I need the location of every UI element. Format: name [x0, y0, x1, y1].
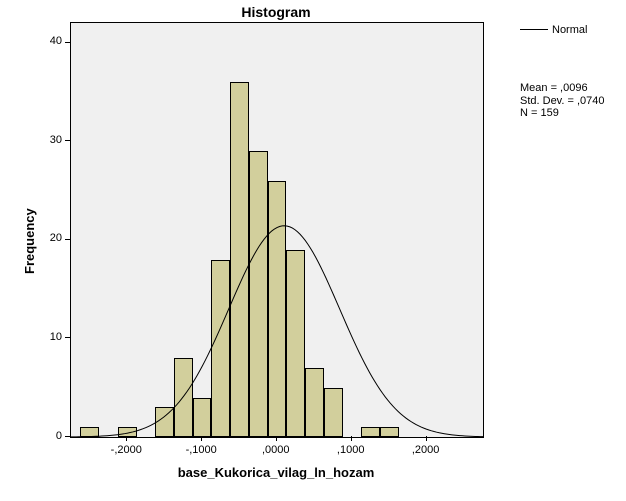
- histogram-bar: [211, 260, 230, 437]
- chart-title: Histogram: [70, 4, 482, 20]
- histogram-bar: [249, 151, 268, 437]
- x-tick: [276, 436, 277, 441]
- histogram-bar: [155, 407, 174, 437]
- x-tick: [126, 436, 127, 441]
- histogram-bar: [324, 388, 343, 437]
- y-tick-label: 30: [50, 134, 62, 146]
- y-tick-label: 40: [50, 35, 62, 47]
- histogram-bar: [118, 427, 137, 437]
- x-tick-label: -,2000: [111, 444, 142, 456]
- stats-box: Mean = ,0096Std. Dev. = ,0740N = 159: [520, 82, 605, 120]
- y-tick: [65, 337, 70, 338]
- legend-line-icon: [520, 29, 548, 30]
- y-tick-label: 0: [56, 430, 62, 442]
- histogram-bar: [230, 82, 249, 437]
- stats-line: Mean = ,0096: [520, 82, 605, 95]
- histogram-bar: [305, 368, 324, 437]
- y-axis-label: Frequency: [22, 208, 37, 274]
- y-tick: [65, 140, 70, 141]
- y-tick-label: 20: [50, 232, 62, 244]
- x-tick-label: ,2000: [412, 444, 440, 456]
- histogram-bar: [380, 427, 399, 437]
- stats-line: Std. Dev. = ,0740: [520, 95, 605, 108]
- y-tick: [65, 239, 70, 240]
- x-tick-label: -,1000: [186, 444, 217, 456]
- legend-label: Normal: [552, 24, 587, 36]
- histogram-bar: [80, 427, 99, 437]
- x-tick: [351, 436, 352, 441]
- x-tick-label: ,0000: [262, 444, 290, 456]
- stats-line: N = 159: [520, 107, 605, 120]
- histogram-bar: [193, 398, 212, 437]
- x-tick: [426, 436, 427, 441]
- y-tick: [65, 42, 70, 43]
- y-tick-label: 10: [50, 331, 62, 343]
- histogram-figure: Histogram Frequency base_Kukorica_vilag_…: [0, 0, 626, 501]
- histogram-bar: [174, 358, 193, 437]
- x-tick: [201, 436, 202, 441]
- histogram-bar: [268, 181, 287, 437]
- x-tick-label: ,1000: [337, 444, 365, 456]
- plot-area: [70, 22, 484, 438]
- plot-inner: [71, 23, 483, 437]
- histogram-bar: [361, 427, 380, 437]
- y-tick: [65, 436, 70, 437]
- x-axis-label: base_Kukorica_vilag_ln_hozam: [70, 465, 482, 480]
- histogram-bar: [286, 250, 305, 437]
